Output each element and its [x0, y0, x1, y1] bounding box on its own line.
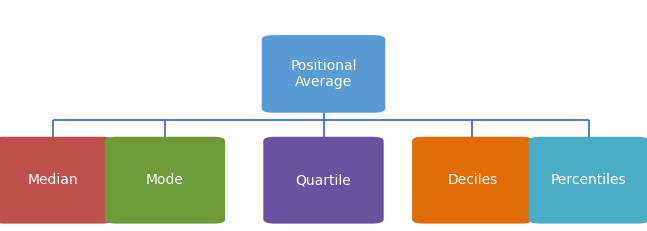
FancyBboxPatch shape	[261, 35, 385, 113]
FancyBboxPatch shape	[412, 137, 532, 224]
Text: Quartile: Quartile	[296, 173, 351, 187]
FancyBboxPatch shape	[263, 137, 384, 224]
Text: Median: Median	[28, 173, 78, 187]
Text: Mode: Mode	[146, 173, 184, 187]
Text: Deciles: Deciles	[447, 173, 498, 187]
Text: Percentiles: Percentiles	[551, 173, 626, 187]
Text: Positional
Average: Positional Average	[291, 59, 356, 89]
FancyBboxPatch shape	[529, 137, 647, 224]
FancyBboxPatch shape	[105, 137, 225, 224]
FancyBboxPatch shape	[0, 137, 113, 224]
